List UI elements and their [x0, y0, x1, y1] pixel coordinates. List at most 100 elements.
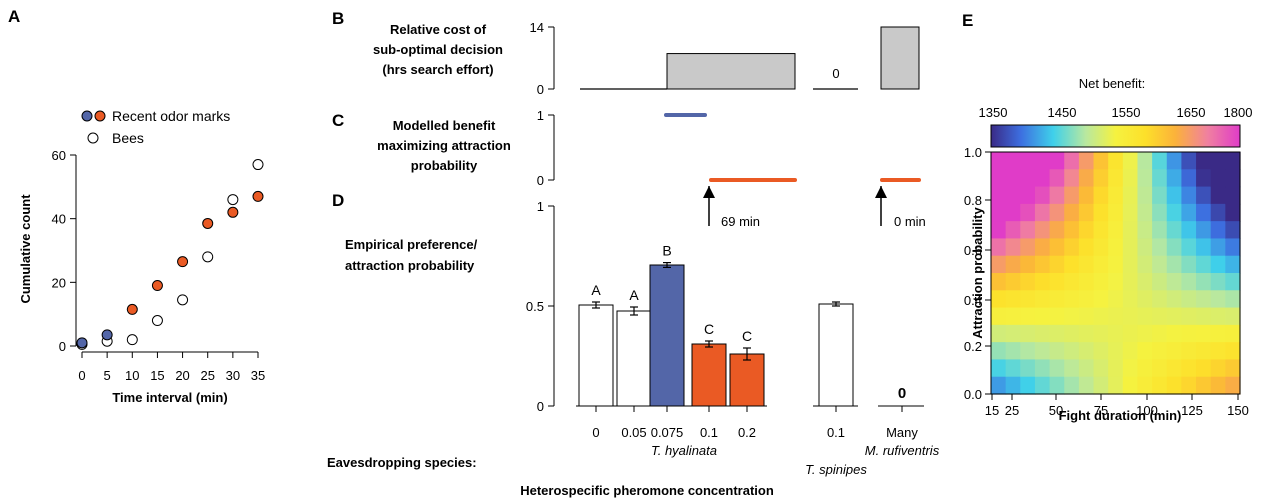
- panel-b-y-tick-label: 14: [530, 20, 544, 35]
- heatmap-cell: [1049, 342, 1065, 361]
- heatmap-cell: [1049, 359, 1065, 378]
- heatmap-cell: [1181, 273, 1197, 291]
- heatmap-cell: [1137, 307, 1153, 326]
- panel-d-significance-letter: A: [629, 287, 639, 303]
- heatmap-cell: [1064, 273, 1080, 291]
- panel-a-legend: Recent odor marks Bees: [81, 108, 230, 146]
- panel-d-significance-letter: A: [591, 282, 601, 298]
- heatmap-cell: [1108, 342, 1124, 361]
- heatmap-cell: [1196, 238, 1212, 257]
- heatmap-cell: [1122, 307, 1139, 326]
- heatmap-cell: [1020, 376, 1036, 395]
- heatmap-cell: [1166, 376, 1183, 395]
- heatmap-cell: [1181, 290, 1197, 309]
- heatmap-cell: [1166, 238, 1183, 257]
- heatmap-cell: [1005, 203, 1021, 222]
- heatmap-cell: [1210, 152, 1226, 170]
- heatmap-cell: [1064, 376, 1080, 395]
- heatmap-cell: [1210, 307, 1226, 326]
- panel-e-y-tick-label: 0.8: [964, 193, 982, 208]
- heatmap-cell: [1093, 342, 1109, 361]
- heatmap-cell: [1005, 221, 1021, 240]
- panel-a-y-tick-label: 20: [52, 275, 66, 290]
- panel-e-x-tick-label: 15: [985, 403, 999, 418]
- heatmap-cell: [1093, 324, 1109, 343]
- panel-d-bar: [616, 310, 652, 407]
- heatmap-cell: [1078, 221, 1095, 240]
- panel-d-y-tick-label: 0.5: [526, 299, 544, 314]
- heatmap-cell: [1093, 169, 1109, 188]
- odor-mark-point: [126, 303, 138, 315]
- heatmap-cell: [1020, 203, 1036, 222]
- heatmap-cell: [1005, 307, 1021, 326]
- heatmap-cell: [1137, 324, 1153, 343]
- heatmap-cell: [1108, 273, 1124, 291]
- heatmap-cell: [1166, 273, 1183, 291]
- heatmap-cell: [1152, 186, 1168, 205]
- heatmap-cell: [1210, 273, 1226, 291]
- panel-e-y-tick-label: 0.6: [964, 243, 982, 258]
- arrow-0-label: 0 min: [894, 214, 926, 229]
- panel-a-x-tick-label: 30: [226, 368, 240, 383]
- heatmap-cell: [1225, 152, 1241, 170]
- bees-point: [227, 194, 239, 206]
- arrow-69-label: 69 min: [721, 214, 760, 229]
- panel-c-title-line-1: Modelled benefit: [393, 118, 496, 133]
- heatmap-cell: [1049, 376, 1065, 395]
- heatmap-cell: [1093, 290, 1109, 309]
- panel-d-x-tick-label: 0.1: [827, 425, 845, 440]
- heatmap-cell: [1196, 324, 1212, 343]
- heatmap-cell: [1020, 307, 1036, 326]
- panel-a-y-title: Cumulative count: [18, 194, 33, 304]
- heatmap-cell: [1122, 290, 1139, 309]
- heatmap-cell: [1181, 359, 1197, 378]
- heatmap-cell: [1078, 273, 1095, 291]
- panel-d-zero-value-label: 0: [898, 385, 906, 402]
- panel-d-bar: [578, 304, 614, 407]
- panel-b-spinipes-value: 0: [832, 66, 839, 81]
- panel-d-y-tick-label: 0: [537, 399, 544, 414]
- heatmap-cell: [1122, 238, 1139, 257]
- heatmap-cell: [1210, 221, 1226, 240]
- heatmap-cell: [1210, 169, 1226, 188]
- heatmap-cell: [1049, 307, 1065, 326]
- heatmap-cell: [1078, 359, 1095, 378]
- odor-mark-point: [202, 217, 214, 229]
- heatmap-cell: [1137, 376, 1153, 395]
- heatmap-cell: [1034, 307, 1051, 326]
- panel-e-y-title: Attraction probability: [970, 207, 985, 339]
- heatmap-cell: [1210, 255, 1226, 274]
- heatmap-cell: [1166, 203, 1183, 222]
- panel-c-arrows: 69 min 0 min: [703, 186, 926, 229]
- heatmap-cell: [1020, 359, 1036, 378]
- panel-d-x-tick-label: 0: [592, 425, 599, 440]
- heatmap-cell: [1196, 169, 1212, 188]
- panel-c-y-tick-label: 1: [537, 108, 544, 123]
- odor-mark-point: [151, 280, 163, 292]
- heatmap-cell: [1020, 186, 1036, 205]
- heatmap-cell: [1049, 186, 1065, 205]
- heatmap-cell: [1210, 186, 1226, 205]
- panel-d-y-tick-label: 1: [537, 199, 544, 214]
- heatmap-cell: [1005, 290, 1021, 309]
- bees-point: [126, 334, 138, 346]
- panel-e-x-tick-label: 50: [1049, 403, 1063, 418]
- panel-b-title-line-3: (hrs search effort): [382, 62, 493, 77]
- panel-d-bar: [729, 353, 765, 407]
- heatmap-cell: [1108, 290, 1124, 309]
- heatmap-cell: [1196, 255, 1212, 274]
- heatmap-cell: [991, 221, 1007, 240]
- heatmap-cell: [1152, 238, 1168, 257]
- heatmap-cell: [1225, 342, 1241, 361]
- heatmap-cell: [1093, 273, 1109, 291]
- heatmap-cell: [1005, 273, 1021, 291]
- heatmap-cell: [1034, 324, 1051, 343]
- heatmap-cell: [1225, 359, 1241, 378]
- colorbar-tick-label: 1650: [1177, 105, 1206, 120]
- heatmap-cell: [1049, 324, 1065, 343]
- heatmap-cell: [1152, 342, 1168, 361]
- heatmap-cell: [991, 290, 1007, 309]
- heatmap-cell: [1210, 290, 1226, 309]
- heatmap-cell: [1166, 221, 1183, 240]
